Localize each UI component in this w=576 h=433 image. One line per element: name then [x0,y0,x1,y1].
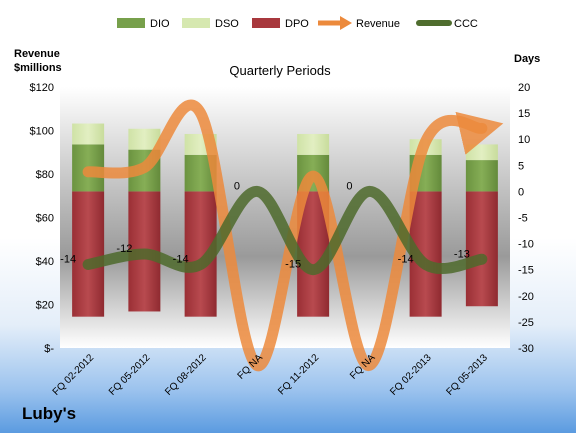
legend-swatch-dso [182,18,210,28]
x-tick-label: FQ 05-2013 [444,352,490,398]
ccc-data-label: -14 [173,253,189,265]
ccc-data-label: 0 [234,180,240,192]
dso-bar [297,133,330,155]
ccc-data-label: -14 [60,253,76,265]
left-tick-label: $60 [36,213,54,225]
revenue-series-line [82,99,504,371]
left-tick-label: $80 [36,169,54,181]
legend-label-dpo: DPO [285,18,309,30]
x-tick-label: FQ 02-2013 [388,352,434,398]
x-tick-label: FQ 02-2012 [51,352,97,398]
x-tick-label: FQ 05-2012 [107,352,153,398]
legend-swatch-dio [117,18,145,28]
dio-bar [465,160,498,192]
left-axis-label-line2: $millions [14,62,62,74]
company-name: Luby's [22,404,77,423]
ccc-data-label: -14 [398,253,414,265]
legend-label-dio: DIO [150,18,170,30]
ccc-data-label: -13 [454,248,470,260]
ccc-data-labels: -14 -12 -14 0 -15 0 -14 -13 [60,180,470,270]
legend-swatch-dpo [252,18,280,28]
dso-bar [465,144,498,161]
right-tick-label: -15 [518,265,534,277]
right-tick-label: 10 [518,134,530,146]
left-tick-label: $100 [30,126,54,138]
dso-bar [128,128,161,150]
legend: DIO DSO DPO Revenue CCC [117,16,478,30]
x-tick-label: FQ 11-2012 [276,352,321,397]
ccc-data-label: -15 [285,259,301,271]
right-tick-label: -5 [518,213,528,225]
dpo-bar [72,191,105,317]
ccc-series-line [82,185,488,276]
dso-bar [72,123,105,145]
legend-label-revenue: Revenue [356,18,400,30]
right-tick-label: -20 [518,291,534,303]
ccc-data-label: -12 [116,243,132,255]
left-tick-label: $- [44,343,54,355]
legend-label-ccc: CCC [454,18,478,30]
right-tick-label: -30 [518,343,534,355]
ccc-data-label: 0 [346,180,352,192]
right-tick-label: -25 [518,317,534,329]
left-tick-label: $40 [36,256,54,268]
dpo-bar [465,191,498,307]
right-tick-label: 15 [518,108,530,120]
left-tick-label: $20 [36,300,54,312]
x-tick-label: FQ 08-2012 [163,352,209,398]
chart-title: Quarterly Periods [229,63,331,78]
right-axis-label: Days [514,53,540,65]
left-axis: $- $20 $40 $60 $80 $100 $120 [30,82,55,355]
right-tick-label: 5 [518,160,524,172]
right-axis: -30 -25 -20 -15 -10 -5 0 5 10 15 20 [518,82,534,355]
right-tick-label: -10 [518,239,534,251]
legend-label-dso: DSO [215,18,239,30]
legend-arrowhead-revenue [340,16,352,30]
right-tick-label: 0 [518,186,524,198]
left-tick-label: $120 [30,82,54,94]
right-tick-label: 20 [518,82,530,94]
left-axis-label-line1: Revenue [14,48,60,60]
